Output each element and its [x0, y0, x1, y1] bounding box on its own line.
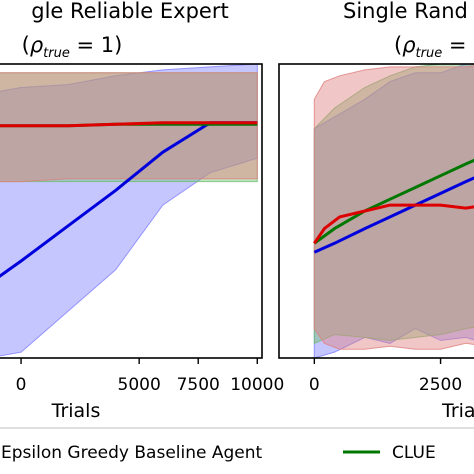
left-subtitle-sub: true — [43, 46, 70, 61]
right-baseline-confidence-band — [313, 64, 474, 358]
right-axes-frame — [278, 63, 474, 359]
right-panel-title: Single Rand — [343, 0, 468, 23]
legend-label-clue: CLUE — [392, 443, 436, 463]
right-subtitle-rest: = — [442, 33, 466, 57]
right-baseline-line — [313, 176, 474, 254]
left-x-tick-label: 10000 — [230, 375, 284, 395]
left-red-confidence-band — [0, 72, 258, 183]
left-red-line — [0, 121, 258, 128]
left-axes-frame — [0, 63, 263, 359]
legend-box — [0, 427, 474, 474]
right-x-axis-label: Trials — [441, 400, 474, 422]
left-plot-area: 0 5000 7500 10000 — [0, 63, 284, 395]
left-x-axis-label: Trials — [51, 400, 101, 422]
right-series-group — [313, 64, 474, 358]
right-plot-area: 0250050 — [278, 63, 474, 395]
left-subtitle-open: ( — [22, 33, 30, 57]
left-series-group — [0, 64, 258, 357]
right-subtitle-open: ( — [394, 33, 402, 57]
right-subtitle-rho: ρ — [402, 33, 416, 57]
left-x-tick-label: 7500 — [177, 375, 220, 395]
left-x-tick-label: 5000 — [118, 375, 161, 395]
legend-label-baseline: Epsilon Greedy Baseline Agent — [1, 443, 263, 463]
right-red-line — [313, 203, 474, 245]
right-red-confidence-band — [313, 65, 474, 350]
right-x-tick-label: 2500 — [419, 375, 462, 395]
left-subtitle-rest: = 1) — [70, 33, 123, 57]
right-x-tick-label: 0 — [309, 375, 320, 395]
left-x-tick-label: 0 — [16, 375, 27, 395]
left-subtitle-rho: ρ — [30, 33, 44, 57]
right-clue-line — [313, 158, 474, 245]
right-panel-subtitle: (ρtrue = — [394, 33, 467, 61]
left-panel-subtitle: (ρtrue = 1) — [22, 33, 123, 61]
right-subtitle-sub: true — [416, 46, 443, 61]
left-panel-title: gle Reliable Expert — [31, 0, 228, 23]
